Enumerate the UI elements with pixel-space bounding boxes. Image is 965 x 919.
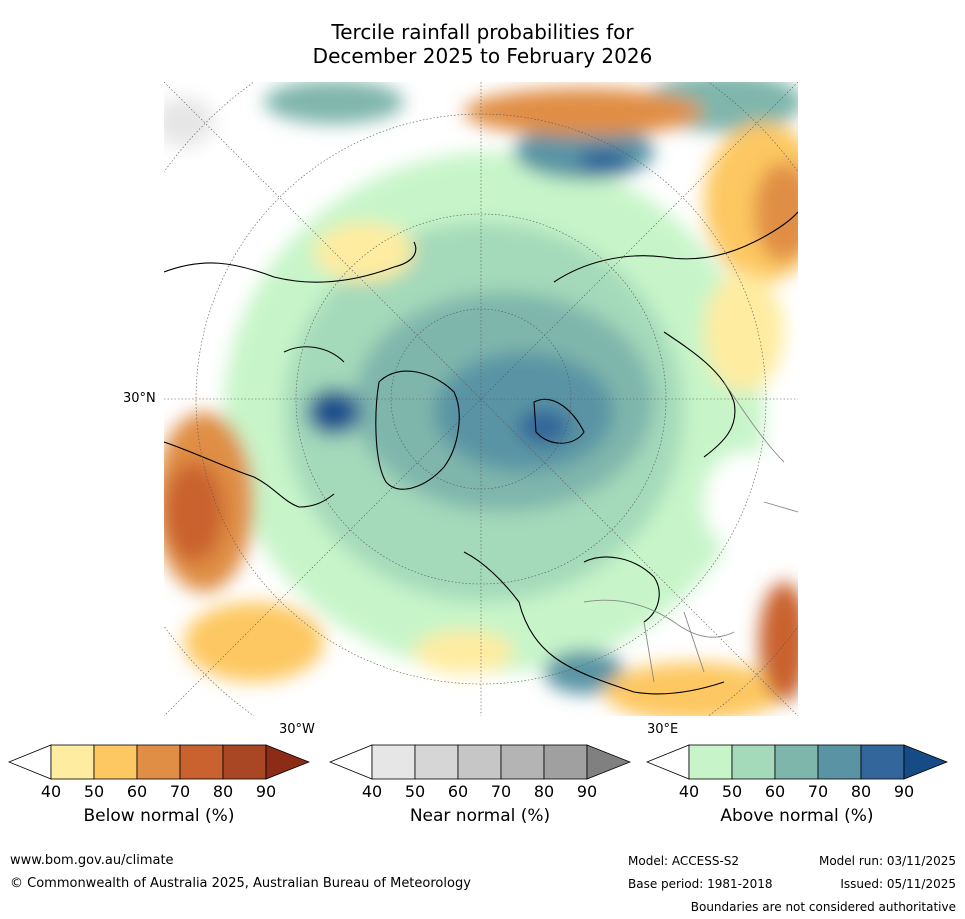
model-run-date: Model run: 03/11/2025 — [818, 854, 956, 868]
colorbar-tick-label: 90 — [576, 782, 598, 801]
coastlines — [164, 211, 798, 695]
colorbar-upper-extension — [586, 744, 631, 780]
colorbar-near-normal — [329, 744, 631, 780]
colorbar-above-label: Above normal (%) — [720, 806, 874, 826]
colorbar-tick-label: 70 — [490, 782, 512, 801]
colorbar-tick-label: 60 — [126, 782, 148, 801]
lon-label-30w: 30°W — [279, 722, 315, 737]
colorbar-tick-label: 60 — [764, 782, 786, 801]
model-name: Model: ACCESS-S2 — [628, 854, 740, 868]
colorbar-bin — [543, 744, 588, 780]
colorbar-tick-label: 60 — [447, 782, 469, 801]
title-line-2: December 2025 to February 2026 — [312, 44, 653, 68]
colorbar-upper-extension — [903, 744, 948, 780]
colorbar-tick-label: 90 — [893, 782, 915, 801]
colorbar-bin — [817, 744, 862, 780]
colorbar-tick-label: 50 — [721, 782, 743, 801]
colorbar-bin — [457, 744, 502, 780]
colorbar-bin — [731, 744, 776, 780]
lat-label-30n: 30°N — [123, 391, 156, 406]
colorbar-below-label: Below normal (%) — [83, 806, 235, 826]
base-period: Base period: 1981-2018 — [628, 877, 773, 891]
graticule — [164, 82, 798, 716]
colorbar-tick-label: 40 — [40, 782, 62, 801]
title-line-1: Tercile rainfall probabilities for — [331, 20, 634, 44]
colorbar-bin — [860, 744, 905, 780]
colorbar-bin — [500, 744, 545, 780]
colorbar-upper-extension — [265, 744, 310, 780]
colorbar-tick-label: 90 — [255, 782, 277, 801]
colorbar-bin — [774, 744, 819, 780]
copyright-text: © Commonwealth of Australia 2025, Austra… — [10, 876, 471, 891]
boundary-disclaimer: Boundaries are not considered authoritat… — [690, 900, 956, 914]
website-link[interactable]: www.bom.gov.au/climate — [10, 853, 174, 868]
colorbar-bin — [93, 744, 138, 780]
colorbar-lower-extension — [8, 744, 52, 780]
colorbar-tick-label: 50 — [83, 782, 105, 801]
colorbar-bin — [414, 744, 459, 780]
colorbar-near-label: Near normal (%) — [409, 806, 551, 826]
colorbar-bin — [179, 744, 224, 780]
colorbar-bin — [136, 744, 181, 780]
colorbar-tick-label: 70 — [807, 782, 829, 801]
colorbar-tick-label: 70 — [169, 782, 191, 801]
colorbar-tick-label: 80 — [850, 782, 872, 801]
map-canvas — [164, 82, 798, 716]
colorbar-tick-label: 80 — [212, 782, 234, 801]
colorbar-lower-extension — [329, 744, 373, 780]
boundaries — [583, 381, 798, 683]
colorbar-above-normal — [646, 744, 948, 780]
lon-label-30e: 30°E — [647, 722, 679, 737]
map-title: Tercile rainfall probabilities for Decem… — [0, 20, 965, 68]
issued-date: Issued: 05/11/2025 — [840, 877, 956, 891]
colorbar-tick-label: 40 — [361, 782, 383, 801]
colorbar-lower-extension — [646, 744, 690, 780]
probability-map — [164, 82, 798, 716]
colorbar-bin — [222, 744, 267, 780]
colorbar-bin — [371, 744, 416, 780]
colorbar-bin — [688, 744, 733, 780]
colorbar-tick-label: 80 — [533, 782, 555, 801]
colorbar-tick-label: 50 — [404, 782, 426, 801]
colorbar-tick-label: 40 — [678, 782, 700, 801]
colorbar-below-normal — [8, 744, 310, 780]
colorbar-bin — [50, 744, 95, 780]
